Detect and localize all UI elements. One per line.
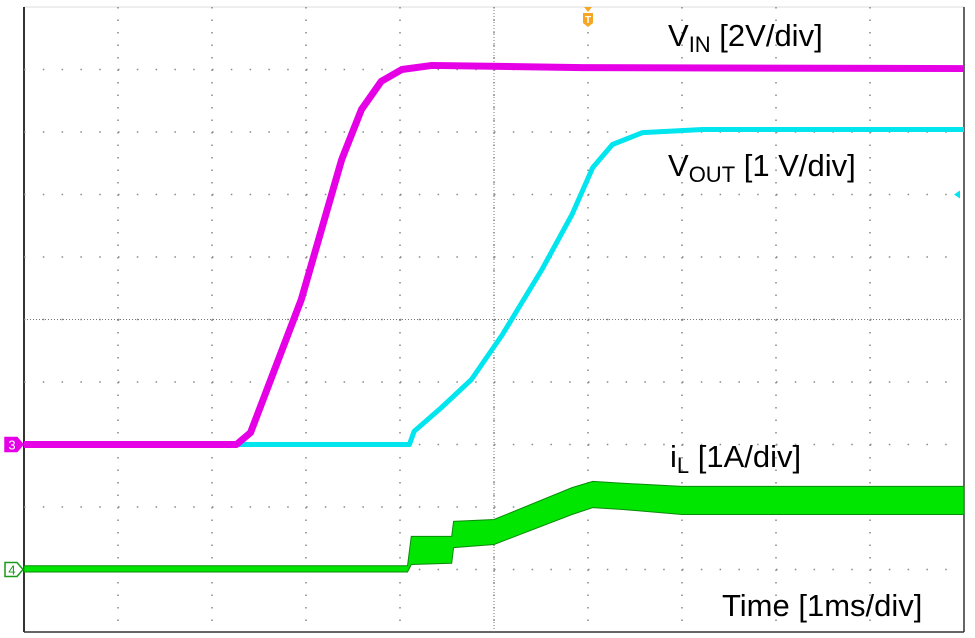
il-label: iL [1A/div]	[670, 439, 802, 478]
vout-reference-arrow-icon	[954, 190, 960, 199]
traces	[23, 61, 965, 573]
channel-marker-number: 4	[8, 563, 15, 578]
trigger-arrow-icon	[584, 7, 592, 12]
vout-trace	[24, 127, 964, 447]
channel-marker-shape	[4, 436, 24, 453]
channel-marker-number: 3	[8, 438, 15, 453]
channel-3-marker: 3	[4, 436, 24, 453]
markers: 3 4 T	[4, 7, 960, 578]
vin-label: VIN [2V/div]	[668, 18, 823, 57]
grid	[23, 6, 965, 633]
channel-4-marker: 4	[4, 561, 24, 578]
il-trace	[23, 480, 965, 573]
vin-trace	[24, 61, 965, 448]
trigger-marker: T	[583, 7, 593, 27]
trigger-label: T	[585, 15, 591, 26]
x-axis-label: Time [1ms/div]	[722, 588, 923, 623]
trigger-badge	[583, 13, 593, 27]
vout-label: VOUT [1 V/div]	[668, 148, 856, 187]
channel-marker-shape	[4, 561, 24, 578]
